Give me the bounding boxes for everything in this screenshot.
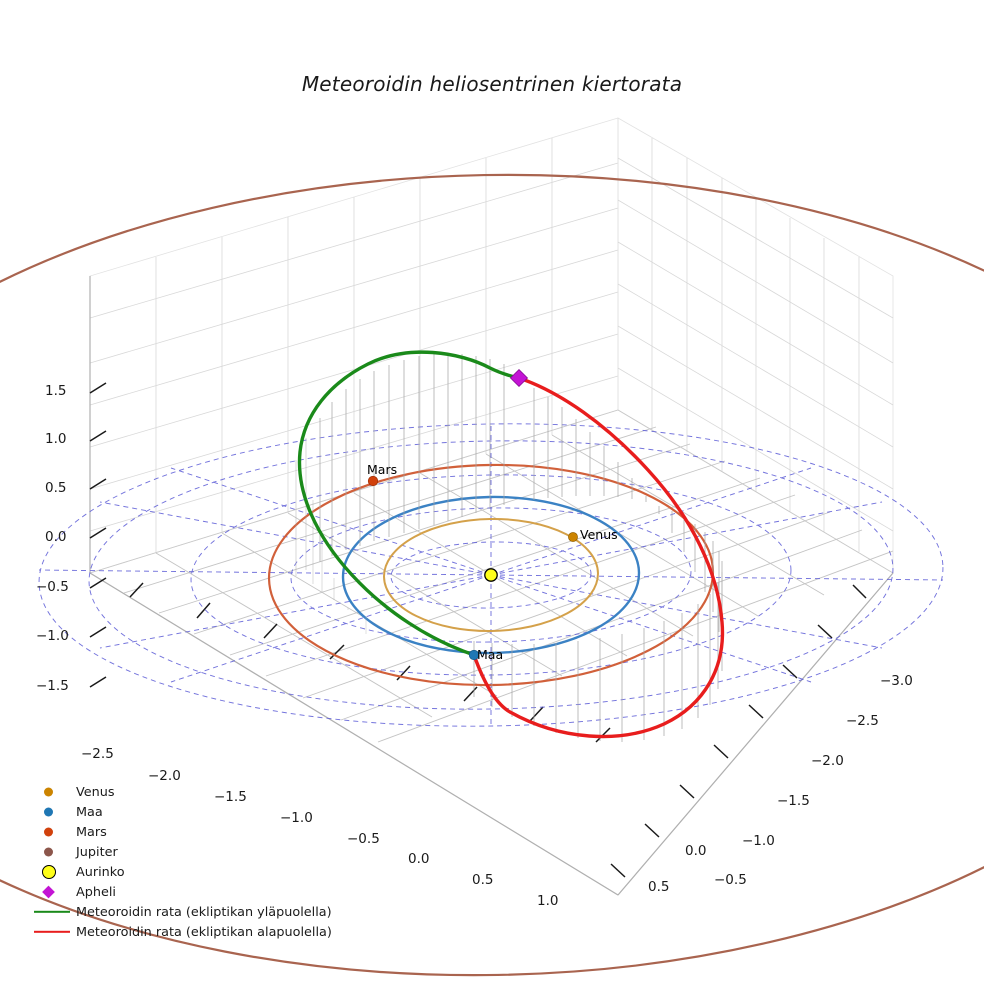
z-tick-label: 1.0 [45,431,67,447]
y-tick-label: 0.0 [685,843,707,859]
sun-dot-icon [30,862,76,882]
meteoroid-drop-stems [295,353,723,742]
red-line-icon [30,922,76,942]
mars-dot-icon [30,822,76,842]
earth-label: Maa [477,647,504,662]
z-tick-label: 1.5 [45,383,67,399]
axis-spines [89,276,894,896]
y-tick-label: −1.5 [777,793,810,809]
legend-label: Maa [76,804,103,820]
legend-label: Meteoroidin rata (ekliptikan yläpuolella… [76,904,332,920]
y-tick-label: −2.5 [846,713,879,729]
venus-dot-icon [30,782,76,802]
venus-label: Venus [580,527,618,542]
green-line-icon [30,902,76,922]
aphelion-marker [509,368,529,388]
legend-label: Apheli [76,884,116,900]
axes-3d-grid [88,117,894,896]
y-tick-label: −3.0 [880,673,913,689]
aphelion-diamond-icon [30,882,76,902]
y-tick-label: −0.5 [714,872,747,888]
legend-label: Aurinko [76,864,125,880]
x-tick-label: 0.5 [472,872,494,888]
grid-wall-right [617,117,894,574]
x-tick-label: −1.5 [214,789,247,805]
legend-label: Jupiter [76,844,118,860]
x-tick-label: −1.0 [280,810,313,826]
z-tick-label: −1.0 [36,628,69,644]
legend-item-maa[interactable]: Maa [30,802,360,822]
meteoroid-path-above-ecliptic [297,350,521,657]
earth-dot-icon [30,802,76,822]
legend: Venus Maa Mars Jupiter Aurinko [30,782,360,942]
grid-wall-left [89,117,619,574]
x-tick-label: −2.0 [148,768,181,784]
x-tick-label: 0.0 [408,851,430,867]
z-tick-label: −0.5 [36,579,69,595]
page-title: Meteoroidin heliosentrinen kiertorata [301,72,683,96]
meteoroid-path-below-ecliptic [472,376,725,739]
legend-label: Meteoroidin rata (ekliptikan alapuolella… [76,924,332,940]
legend-item-mars[interactable]: Mars [30,822,360,842]
z-tick-label: 0.0 [45,529,67,545]
body-markers [367,368,578,661]
mars-label: Mars [367,462,398,477]
y-tick-label: −1.0 [742,833,775,849]
x-tick-label: 1.0 [537,893,559,909]
x-tick-label: −0.5 [347,831,380,847]
legend-item-venus[interactable]: Venus [30,782,360,802]
orbit-jupiter [0,173,984,977]
ecliptic-polar-grid [38,423,944,727]
x-tick-label: −2.5 [81,746,114,762]
y-tick-label: 0.5 [648,879,670,895]
legend-item-orbit-below[interactable]: Meteoroidin rata (ekliptikan alapuolella… [30,922,360,942]
legend-item-aurinko[interactable]: Aurinko [30,862,360,882]
z-tick-label: −1.5 [36,678,69,694]
z-tick-label: 0.5 [45,480,67,496]
axis-tick-marks [89,382,867,878]
legend-item-apheli[interactable]: Apheli [30,882,360,902]
earth-marker [468,649,480,661]
sun-marker [484,568,498,582]
grid-floor [88,409,894,896]
legend-label: Venus [76,784,115,800]
orbit-venus [383,517,599,633]
legend-item-jupiter[interactable]: Jupiter [30,842,360,862]
legend-item-orbit-above[interactable]: Meteoroidin rata (ekliptikan yläpuolella… [30,902,360,922]
legend-label: Mars [76,824,107,840]
venus-marker [568,532,578,542]
mars-marker [367,475,379,487]
y-tick-label: −2.0 [811,753,844,769]
jupiter-dot-icon [30,842,76,862]
